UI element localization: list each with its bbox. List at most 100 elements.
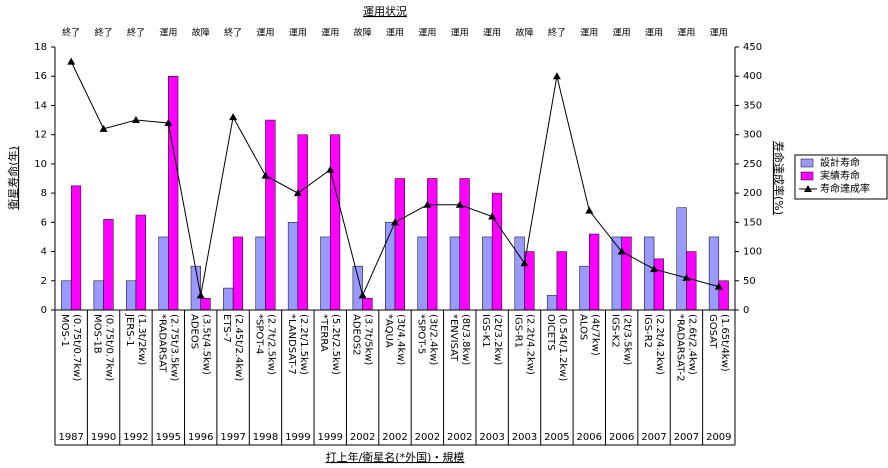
x-tick-label: *ENVISAT xyxy=(448,314,459,362)
bar xyxy=(621,236,632,311)
bar xyxy=(449,236,461,311)
bar xyxy=(524,251,535,311)
bar xyxy=(329,134,341,311)
line-marker xyxy=(99,124,108,132)
status-label: 終了 xyxy=(224,27,242,39)
bar xyxy=(653,258,665,311)
status-label: 運用 xyxy=(418,28,436,39)
bar xyxy=(265,119,276,311)
x-tick-spec: (2.7t/2.5kw) xyxy=(265,314,276,375)
line-marker xyxy=(682,273,691,281)
x-tick-label: *RADARSAT-2 xyxy=(674,314,685,381)
x-tick-label: IGS-K1 xyxy=(480,314,491,348)
x-tick-spec: (0.75t/0.7kw) xyxy=(71,314,82,381)
x-tick-label: IGS-R2 xyxy=(642,314,653,348)
x-tick-year: 2007 xyxy=(641,432,666,443)
x-tick-year: 1987 xyxy=(58,432,83,443)
bar xyxy=(93,280,104,311)
bar xyxy=(482,236,493,311)
status-label: 運用 xyxy=(645,28,663,39)
y-tick-label: 12 xyxy=(34,130,47,141)
y2-tick-label: 50 xyxy=(743,276,756,287)
x-tick-label: *AQUA xyxy=(383,314,394,348)
line-marker xyxy=(164,118,173,126)
x-tick-label: OICETS xyxy=(545,314,556,351)
status-label: 終了 xyxy=(62,27,80,39)
legend-swatch xyxy=(800,171,814,181)
bar xyxy=(427,178,438,311)
legend-label: 実績寿命 xyxy=(820,169,860,182)
line-marker xyxy=(391,218,399,226)
bar xyxy=(718,280,729,311)
status-label: 運用 xyxy=(386,28,404,39)
x-tick-year: 1996 xyxy=(188,432,213,443)
x-tick-spec: (3.7t/5kw) xyxy=(363,314,374,365)
y-tick-label: 14 xyxy=(34,100,47,111)
bar xyxy=(546,295,558,311)
y-tick-label: 2 xyxy=(41,276,47,287)
x-tick-label: ETS-7 xyxy=(221,314,232,343)
status-label: 故障 xyxy=(516,27,534,39)
y-tick-label: 8 xyxy=(41,188,47,199)
x-tick-spec: (1.65t/4kw) xyxy=(719,314,730,372)
x-tick-year: 2009 xyxy=(706,432,731,443)
x-tick-year: 2006 xyxy=(609,432,634,443)
x-tick-label: MOS-1 xyxy=(59,314,70,347)
x-tick-spec: (2t/3.5kw) xyxy=(622,314,633,365)
bar xyxy=(320,236,331,311)
x-tick-label: MOS-1B xyxy=(92,314,103,354)
x-tick-spec: (2.2t/1.5kw) xyxy=(298,314,309,375)
y2-tick-label: 450 xyxy=(743,42,762,53)
bar xyxy=(676,207,687,311)
status-label: 終了 xyxy=(127,27,145,39)
y-axis-title: 衛星寿命(年) xyxy=(6,146,20,210)
x-tick-spec: (5.2t/2.5kw) xyxy=(330,314,341,375)
x-tick-label: ADEOS2 xyxy=(351,314,362,355)
status-label: 運用 xyxy=(677,28,695,39)
x-tick-label: IGS-R1 xyxy=(513,314,524,348)
x-tick-year: 1990 xyxy=(91,432,116,443)
status-label: 運用 xyxy=(710,28,728,39)
line-marker xyxy=(714,282,723,290)
x-tick-year: 1997 xyxy=(220,432,245,443)
x-tick-spec: (2.75t/3.5kw) xyxy=(168,314,179,381)
bar xyxy=(708,236,720,311)
line-marker xyxy=(293,189,302,197)
y2-tick-label: 300 xyxy=(743,130,762,141)
line-marker xyxy=(261,171,270,179)
y2-tick-label: 250 xyxy=(743,159,762,170)
bar xyxy=(589,233,600,311)
x-tick-spec: (2.2t/4.2kw) xyxy=(525,314,536,375)
x-tick-label: *LANDSAT-7 xyxy=(286,314,297,375)
x-tick-year: 1999 xyxy=(318,432,343,443)
status-label: 終了 xyxy=(95,27,113,39)
line-marker xyxy=(131,116,140,124)
x-tick-label: *TERRA xyxy=(318,314,329,352)
x-tick-year: 2003 xyxy=(479,432,504,443)
y-tick-label: 10 xyxy=(34,159,47,170)
y-tick-label: 4 xyxy=(41,247,47,258)
x-tick-year: 2005 xyxy=(544,432,569,443)
x-tick-spec: (3t/4.4kw) xyxy=(395,314,406,365)
bar xyxy=(287,222,299,311)
y2-axis-title: 寿命達成率(%) xyxy=(772,141,786,215)
x-tick-spec: (2.2t/4.2kw) xyxy=(654,314,665,375)
bar xyxy=(514,236,525,311)
line-marker xyxy=(650,265,659,273)
x-tick-year: 1995 xyxy=(156,432,181,443)
bar xyxy=(491,192,503,311)
line-marker xyxy=(488,212,497,220)
bar xyxy=(556,251,567,311)
x-tick-year: 2006 xyxy=(577,432,602,443)
x-tick-year: 2002 xyxy=(350,432,375,443)
legend-swatch xyxy=(800,158,814,168)
y-tick-label: 16 xyxy=(34,71,47,82)
legend-marker xyxy=(804,185,812,192)
y2-tick-label: 0 xyxy=(743,305,749,316)
x-tick-spec: (0.54t/1.2kw) xyxy=(557,314,568,381)
status-label: 運用 xyxy=(451,28,469,39)
bar xyxy=(394,178,405,311)
x-tick-label: ADEOS xyxy=(189,314,200,349)
bar xyxy=(255,236,266,311)
y-tick-label: 18 xyxy=(34,42,47,53)
